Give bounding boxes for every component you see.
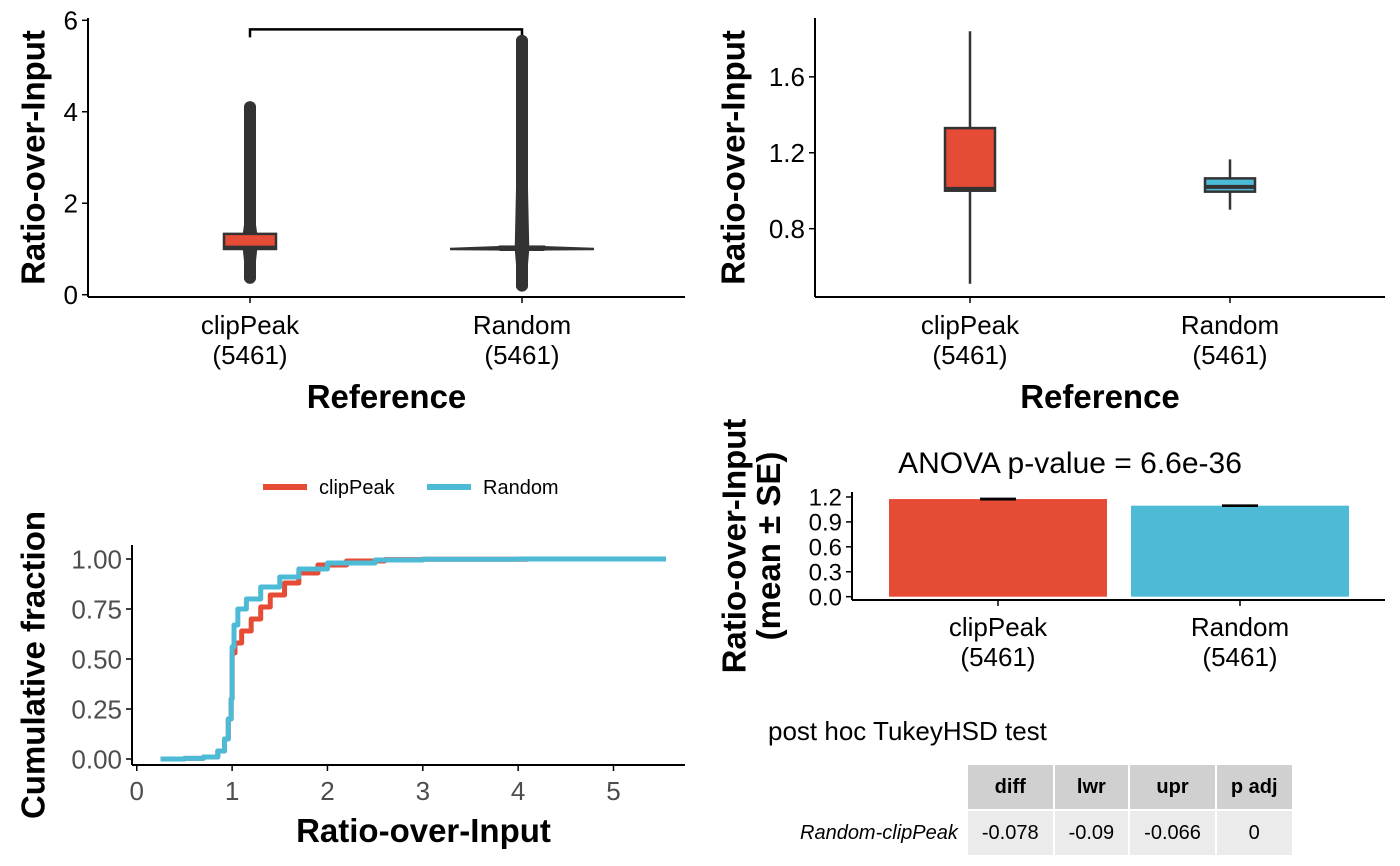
y-tick-label: 4 (64, 97, 78, 127)
y-tick-label: 0.00 (71, 744, 122, 774)
random-max-point (516, 34, 528, 47)
x-tick-label: Random (5461) (1191, 612, 1289, 672)
y-tick-label: 2 (64, 189, 78, 219)
tukey-header-padj: p adj (1214, 763, 1294, 811)
y-tick-label: 0.75 (71, 594, 122, 624)
table-row: Random-clipPeak -0.078 -0.09 -0.066 0 (784, 809, 1294, 857)
tukey-cell-lwr: -0.09 (1052, 809, 1131, 857)
boxplot-ylabel: Ratio-over-Input (715, 30, 752, 285)
y-tick-label: 6 (64, 6, 78, 36)
ecdf-panel: 0.00 0.25 0.50 0.75 1.00 0 1 2 3 4 5 Cumulative fra… (15, 477, 685, 849)
clippeak-box (943, 126, 997, 192)
tukey-header-row: diff lwr upr p adj (784, 763, 1294, 811)
tukey-cell-upr: -0.066 (1128, 809, 1217, 857)
violin-xlabel: Reference (307, 378, 467, 415)
legend-label-random: Random (483, 477, 559, 499)
x-tick-label: 3 (416, 776, 430, 806)
tukey-row-name: Random-clipPeak (784, 809, 968, 857)
violin-panel: 0 2 4 6 Ratio-over-Input clipPeak (5461) Random… (15, 6, 685, 415)
error-bar-clippeak (980, 497, 1016, 501)
ecdf-xlabel: Ratio-over-Input (296, 812, 551, 849)
bar-clippeak (889, 499, 1107, 597)
random-min-point (516, 279, 528, 292)
y-tick-label: 0.3 (809, 559, 842, 586)
violin-ylabel: Ratio-over-Input (15, 30, 52, 285)
y-tick-label: 0.6 (809, 534, 842, 561)
tukey-cell-padj: 0 (1214, 809, 1294, 857)
y-tick-label: 0 (64, 280, 78, 310)
x-tick-label: 4 (511, 776, 525, 806)
clippeak-min-point (244, 271, 256, 284)
x-tick-label: Random (5461) (473, 310, 571, 370)
x-tick-label: Random (5461) (1181, 310, 1279, 370)
y-tick-label: 0.8 (769, 214, 805, 244)
y-tick-label: 1.6 (769, 62, 805, 92)
anova-ylabel: Ratio-over-Input(mean ± SE) (715, 419, 787, 674)
tukey-header-upr: upr (1128, 763, 1217, 811)
ecdf-ylabel: Cumulative fraction (15, 511, 52, 819)
x-tick-label: 0 (130, 776, 144, 806)
x-tick-label: clipPeak (5461) (921, 310, 1020, 370)
y-tick-label: 1.2 (809, 485, 842, 512)
anova-title: ANOVA p-value = 6.6e-36 (898, 447, 1242, 480)
clippeak-max-point (244, 101, 256, 114)
ecdf-line-clippeak (160, 556, 666, 762)
error-bar-random (1222, 504, 1258, 508)
y-tick-label: 0.9 (809, 510, 842, 537)
y-tick-label: 0.0 (809, 584, 842, 611)
tukey-corner (784, 763, 968, 811)
x-tick-label: 5 (606, 776, 620, 806)
boxplot-xlabel: Reference (1020, 378, 1180, 415)
y-tick-label: 0.50 (71, 644, 122, 674)
legend-label-clippeak: clipPeak (319, 477, 396, 499)
x-tick-label: 2 (320, 776, 334, 806)
y-tick-label: 1.2 (769, 138, 805, 168)
x-tick-label: clipPeak (5461) (201, 310, 300, 370)
x-tick-label: clipPeak (5461) (949, 612, 1048, 672)
significance-bracket (248, 28, 524, 38)
ecdf-line-random (160, 556, 666, 762)
y-tick-label: 1.00 (71, 544, 122, 574)
bar-random (1131, 505, 1349, 597)
x-tick-label: 1 (225, 776, 239, 806)
tukey-table: diff lwr upr p adj Random-clipPeak -0.07… (784, 763, 1294, 857)
tukey-header-lwr: lwr (1052, 763, 1131, 811)
anova-panel: 0.00.30.60.91.2 Ratio-over-Input(mean ± S… (715, 419, 1385, 674)
tukey-header-diff: diff (965, 763, 1055, 811)
tukey-title: post hoc TukeyHSD test (768, 716, 1047, 746)
tukey-cell-diff: -0.078 (965, 809, 1055, 857)
y-tick-label: 0.25 (71, 694, 122, 724)
